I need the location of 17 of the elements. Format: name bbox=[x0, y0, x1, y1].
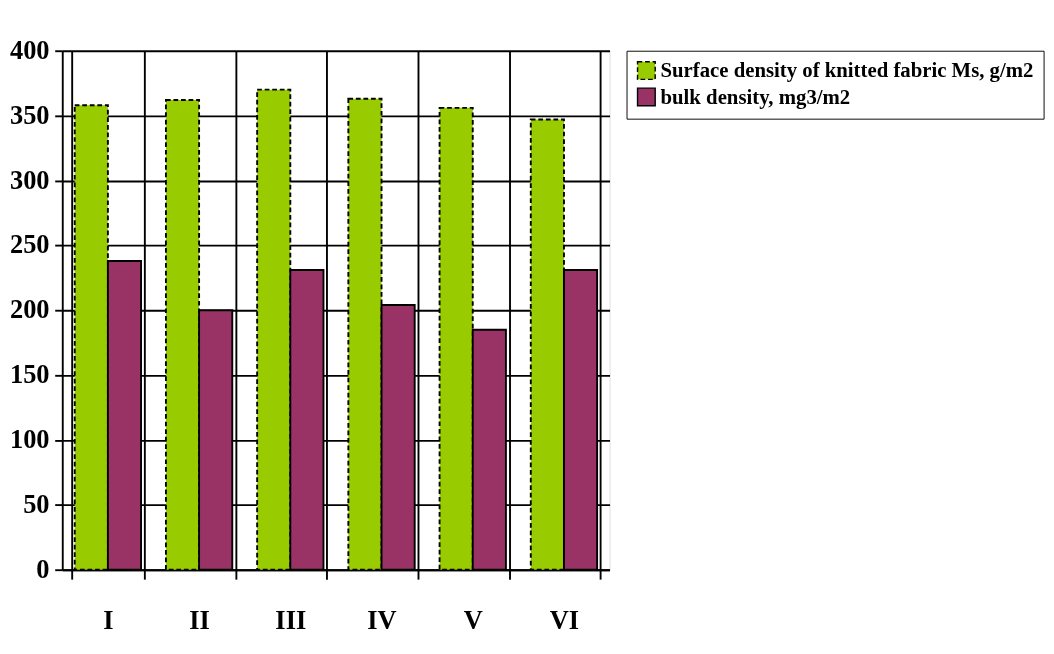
x-tick-label: IV bbox=[367, 604, 397, 635]
legend-label: Surface density of knitted fabric Ms, g/m2 bbox=[660, 59, 1034, 83]
y-tick-label: 350 bbox=[9, 99, 50, 130]
y-tick-label: 300 bbox=[9, 164, 50, 195]
x-tick-label: I bbox=[103, 604, 114, 635]
y-tick-label: 0 bbox=[36, 553, 50, 584]
legend-label: bulk density, mg3/m2 bbox=[660, 85, 851, 109]
y-tick-label: 250 bbox=[9, 229, 50, 260]
y-tick-label: 150 bbox=[9, 359, 50, 390]
y-tick-label: 100 bbox=[9, 424, 50, 455]
y-tick-label: 50 bbox=[23, 488, 50, 519]
x-tick-label: II bbox=[189, 604, 210, 635]
y-tick-label: 400 bbox=[9, 34, 50, 65]
y-tick-label: 200 bbox=[9, 294, 50, 325]
x-tick-label: III bbox=[275, 604, 307, 635]
x-tick-label: V bbox=[463, 604, 483, 635]
x-tick-label: VI bbox=[549, 604, 580, 635]
